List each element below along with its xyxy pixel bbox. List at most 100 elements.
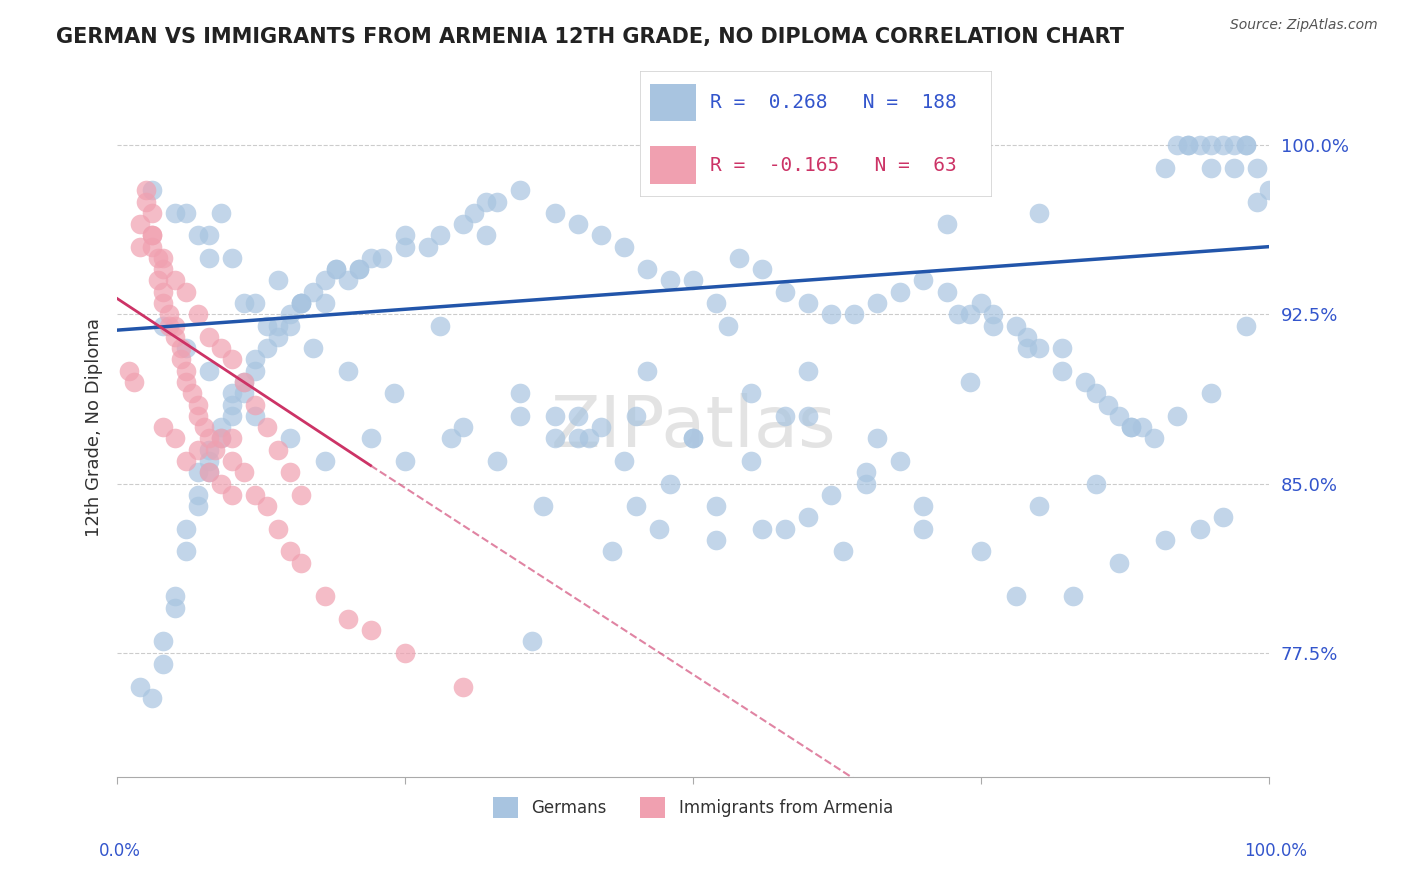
Point — [163, 590, 186, 604]
Point — [382, 386, 405, 401]
Point — [567, 217, 589, 231]
Point — [135, 183, 157, 197]
Point — [290, 296, 312, 310]
Point — [1119, 420, 1142, 434]
Point — [475, 228, 498, 243]
Point — [486, 194, 509, 209]
Point — [163, 273, 186, 287]
Point — [204, 442, 226, 457]
Point — [1212, 510, 1234, 524]
Point — [232, 296, 254, 310]
Point — [1062, 590, 1084, 604]
Point — [176, 375, 198, 389]
Point — [797, 364, 820, 378]
Point — [245, 398, 267, 412]
Point — [1143, 432, 1166, 446]
Point — [1201, 386, 1223, 401]
Point — [163, 330, 186, 344]
Point — [935, 217, 957, 231]
Point — [1050, 364, 1073, 378]
Point — [267, 330, 290, 344]
Point — [486, 454, 509, 468]
Point — [1188, 522, 1211, 536]
Point — [245, 364, 267, 378]
Point — [866, 432, 889, 446]
Point — [152, 318, 174, 333]
Point — [314, 296, 336, 310]
Point — [135, 194, 157, 209]
Point — [1097, 398, 1119, 412]
Point — [221, 432, 243, 446]
Point — [232, 465, 254, 479]
Point — [176, 522, 198, 536]
Point — [232, 375, 254, 389]
Point — [163, 206, 186, 220]
Point — [624, 499, 647, 513]
Point — [1004, 590, 1026, 604]
Point — [1234, 318, 1257, 333]
Point — [221, 398, 243, 412]
Point — [314, 590, 336, 604]
Point — [256, 341, 278, 355]
Point — [451, 680, 474, 694]
Point — [463, 206, 485, 220]
Point — [1223, 138, 1246, 153]
Point — [302, 285, 325, 299]
Point — [267, 522, 290, 536]
Point — [1246, 194, 1268, 209]
Point — [141, 206, 163, 220]
Point — [855, 476, 877, 491]
Point — [1017, 341, 1039, 355]
Point — [141, 228, 163, 243]
Point — [855, 465, 877, 479]
Point — [1234, 138, 1257, 153]
Bar — [650, 84, 696, 121]
Point — [221, 251, 243, 265]
Point — [176, 206, 198, 220]
Point — [209, 432, 232, 446]
Point — [704, 296, 727, 310]
Point — [531, 499, 554, 513]
Point — [245, 488, 267, 502]
Point — [129, 240, 152, 254]
Point — [1201, 138, 1223, 153]
Point — [647, 522, 669, 536]
Point — [146, 273, 169, 287]
Point — [624, 409, 647, 423]
Point — [336, 273, 359, 287]
Point — [232, 375, 254, 389]
Point — [336, 364, 359, 378]
Point — [509, 409, 531, 423]
Point — [889, 285, 911, 299]
Point — [278, 307, 301, 321]
Point — [981, 307, 1004, 321]
Point — [256, 420, 278, 434]
Text: R =  0.268   N =  188: R = 0.268 N = 188 — [710, 93, 956, 112]
Point — [751, 522, 773, 536]
Point — [1017, 330, 1039, 344]
Point — [267, 273, 290, 287]
Point — [704, 533, 727, 547]
Point — [152, 262, 174, 277]
Point — [773, 522, 796, 536]
Point — [1073, 375, 1095, 389]
Point — [394, 646, 416, 660]
Point — [198, 442, 221, 457]
Point — [636, 262, 658, 277]
Point — [187, 409, 209, 423]
Point — [152, 657, 174, 671]
Point — [245, 409, 267, 423]
Point — [141, 690, 163, 705]
Point — [959, 307, 981, 321]
Point — [544, 409, 567, 423]
Point — [773, 409, 796, 423]
Point — [418, 240, 440, 254]
Point — [152, 634, 174, 648]
Text: 0.0%: 0.0% — [98, 842, 141, 860]
Point — [176, 364, 198, 378]
Point — [314, 273, 336, 287]
Point — [912, 522, 935, 536]
Point — [1166, 138, 1188, 153]
Point — [567, 432, 589, 446]
Point — [797, 296, 820, 310]
